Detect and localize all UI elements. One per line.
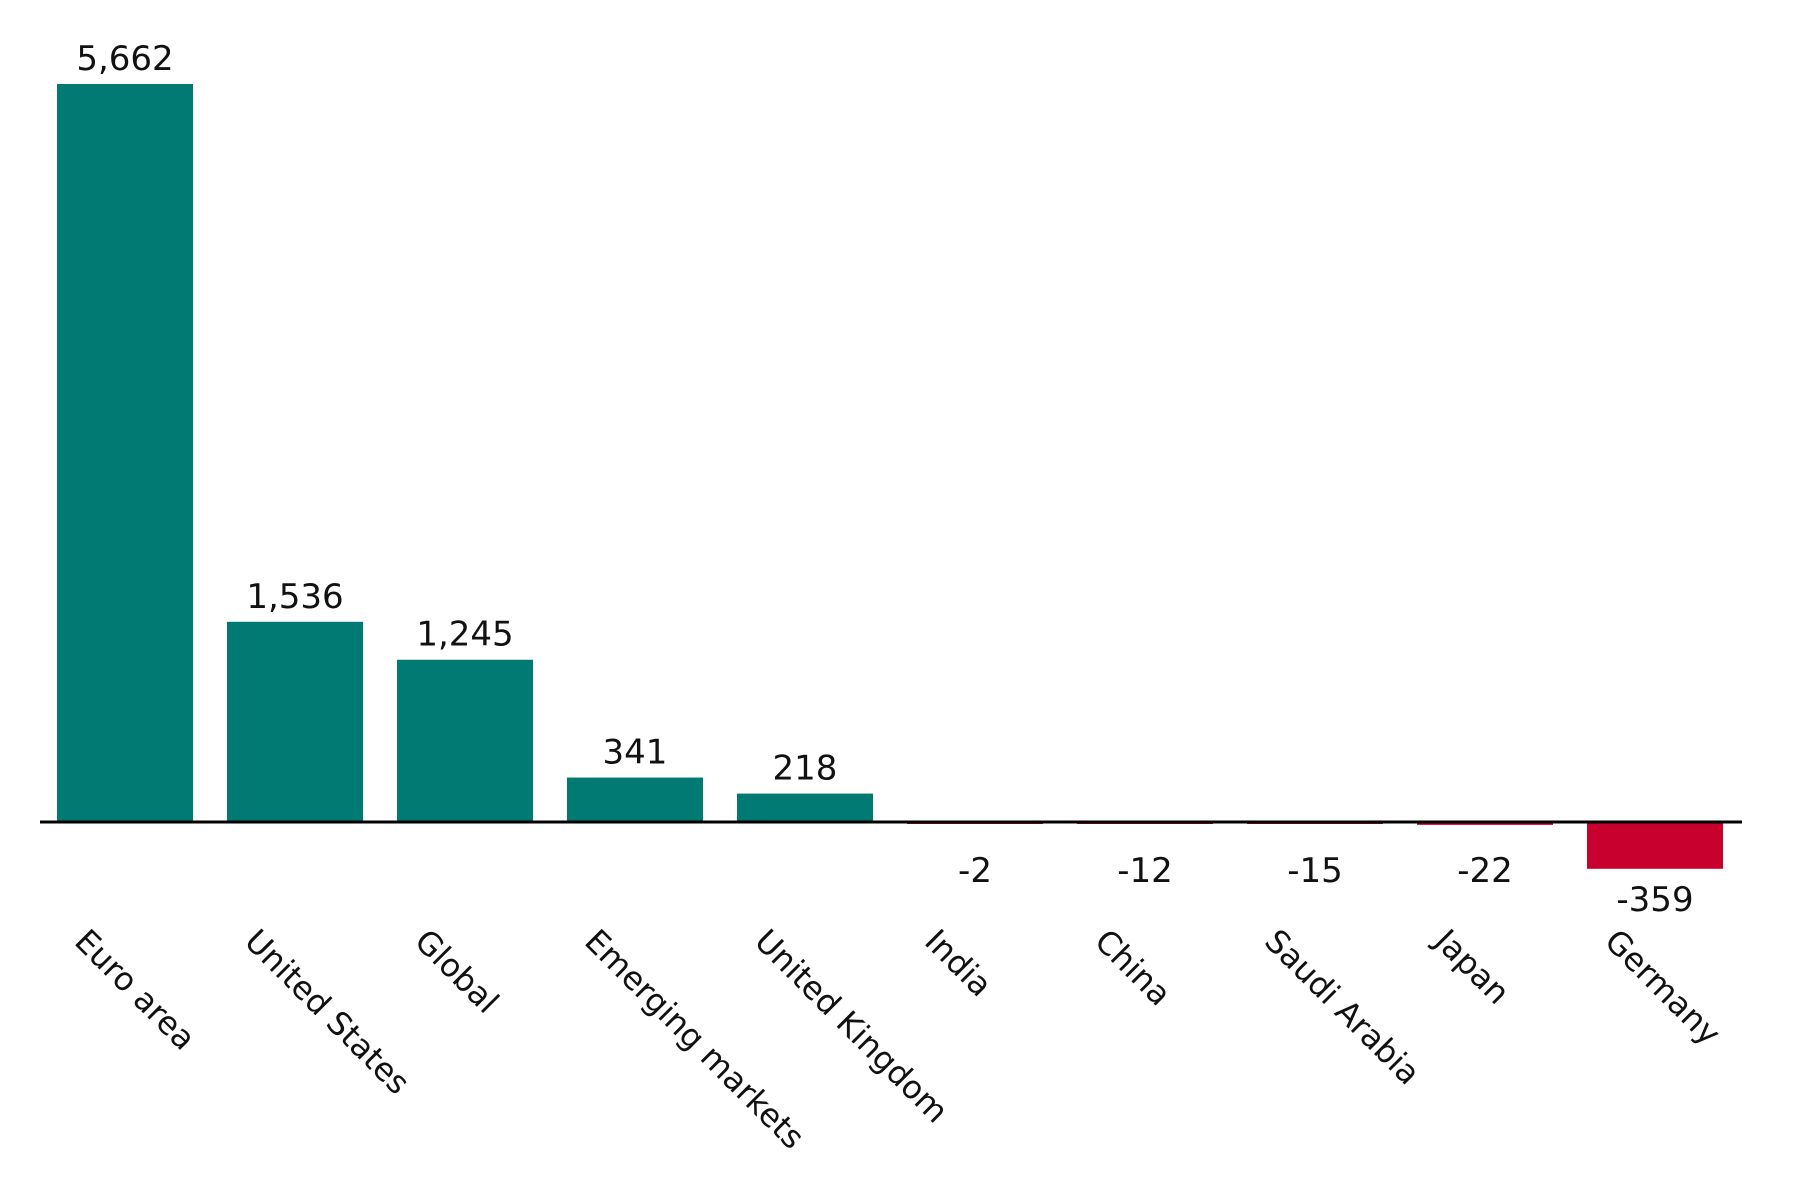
value-label: -22 [1457, 851, 1513, 891]
value-label: -12 [1117, 851, 1173, 891]
value-label: -15 [1287, 851, 1343, 891]
value-label: 341 [603, 733, 668, 773]
bar-emerging-markets [567, 777, 703, 822]
value-label: 1,245 [416, 615, 513, 655]
category-label: Euro area [67, 922, 203, 1058]
category-label: Japan [1426, 920, 1517, 1011]
category-label: Global [407, 922, 506, 1021]
bar-united-states [227, 621, 363, 822]
value-label: 218 [773, 749, 838, 789]
category-label: Germany [1597, 922, 1728, 1053]
bar-united-kingdom [737, 793, 873, 822]
bar-germany [1587, 822, 1723, 869]
category-label: Saudi Arabia [1257, 922, 1427, 1092]
bar-global [397, 659, 533, 822]
bar-euro-area [57, 84, 193, 822]
value-label: -2 [958, 851, 992, 891]
category-label: United States [237, 922, 417, 1102]
category-label: China [1087, 922, 1179, 1014]
category-label: India [917, 922, 999, 1004]
value-label: 1,536 [246, 577, 343, 617]
value-label: 5,662 [76, 39, 173, 79]
value-label: -359 [1616, 880, 1693, 920]
